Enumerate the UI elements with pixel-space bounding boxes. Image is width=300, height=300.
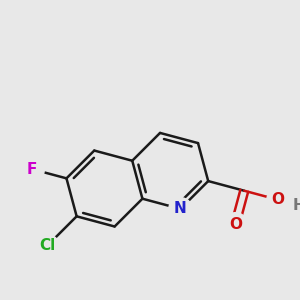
Text: O: O [271,192,284,207]
Text: Cl: Cl [39,238,56,253]
Text: O: O [229,217,242,232]
Text: F: F [27,162,38,177]
Text: N: N [174,201,187,216]
Text: H: H [292,198,300,213]
